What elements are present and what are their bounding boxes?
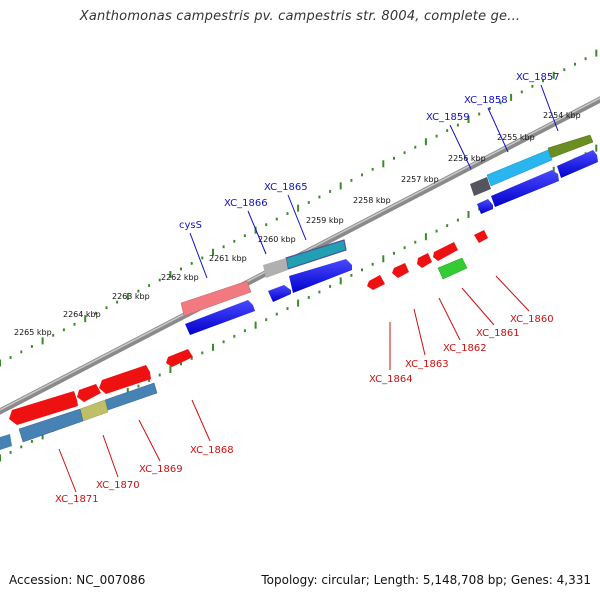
map-title: Xanthomonas campestris pv. campestris st… <box>79 9 521 24</box>
accession-text: Accession: NC_007086 <box>9 573 146 587</box>
topology-summary: Topology: circular; Length: 5,148,708 bp… <box>261 573 591 587</box>
scale-label: 2260 kbp <box>258 235 296 244</box>
gene-arrow[interactable] <box>433 242 458 261</box>
scale-label: 2259 kbp <box>306 216 344 225</box>
gene-arrow[interactable] <box>268 285 291 302</box>
gene-arrow[interactable] <box>99 365 151 394</box>
gene-arrow[interactable] <box>9 391 78 425</box>
gene-arrow[interactable] <box>557 150 598 178</box>
leader-line <box>461 287 495 326</box>
leader-line <box>413 308 426 356</box>
gene-label-XC_1870[interactable]: XC_1870 <box>96 480 140 491</box>
scale-label: 2264 kbp <box>63 310 101 319</box>
gene-label-XC_1863[interactable]: XC_1863 <box>405 359 449 370</box>
scale-label: 2261 kbp <box>209 254 247 263</box>
gene-label-XC_1865[interactable]: XC_1865 <box>264 182 308 193</box>
leader-line <box>287 194 307 241</box>
gene-cysS[interactable] <box>180 280 252 317</box>
scale-label: 2255 kbp <box>497 133 535 142</box>
leader-line <box>247 210 267 255</box>
scale-label: 2265 kbp <box>14 328 52 337</box>
gene-arrow[interactable] <box>477 199 493 214</box>
gene-label-cysS[interactable]: cysS <box>179 220 202 231</box>
leader-line <box>58 448 77 493</box>
gene-label-XC_1868[interactable]: XC_1868 <box>190 445 234 456</box>
gene-XC_1859[interactable] <box>470 177 491 196</box>
gene-label-XC_1860[interactable]: XC_1860 <box>510 314 554 325</box>
gene-arrow[interactable] <box>289 259 352 293</box>
gene-arrow[interactable] <box>474 230 488 243</box>
gene-block[interactable] <box>79 399 109 422</box>
scale-label: 2263 kbp <box>112 292 150 301</box>
leader-line <box>540 84 559 132</box>
scale-label: 2254 kbp <box>543 111 581 120</box>
gene-arrow[interactable] <box>491 170 559 207</box>
gene-arrow[interactable] <box>166 349 193 367</box>
gene-block[interactable] <box>18 408 84 443</box>
leader-line <box>487 107 509 153</box>
gene-label-XC_1866[interactable]: XC_1866 <box>224 198 268 209</box>
gene-arrow[interactable] <box>367 275 385 290</box>
gene-arrow[interactable] <box>185 300 255 335</box>
leader-line <box>138 419 161 462</box>
gene-label-XC_1869[interactable]: XC_1869 <box>139 464 183 475</box>
gene-label-XC_1862[interactable]: XC_1862 <box>443 343 487 354</box>
leader-line <box>449 124 472 170</box>
gene-XC_1861-block[interactable] <box>437 257 468 280</box>
gene-block[interactable] <box>0 434 12 450</box>
leader-line <box>189 232 208 279</box>
gene-label-XC_1858[interactable]: XC_1858 <box>464 95 508 106</box>
scale-label: 2257 kbp <box>401 175 439 184</box>
gene-block[interactable] <box>104 382 158 411</box>
gene-label-XC_1864[interactable]: XC_1864 <box>369 374 413 385</box>
gene-label-XC_1861[interactable]: XC_1861 <box>476 328 520 339</box>
gene-arrow[interactable] <box>77 384 101 402</box>
gene-label-XC_1857[interactable]: XC_1857 <box>516 72 560 83</box>
scale-label: 2256 kbp <box>448 154 486 163</box>
gene-arrow[interactable] <box>417 253 432 268</box>
gene-XC_1865[interactable] <box>285 239 347 270</box>
gene-arrow[interactable] <box>392 263 409 278</box>
scale-label: 2258 kbp <box>353 196 391 205</box>
leader-line <box>102 434 119 478</box>
leader-line <box>438 297 461 341</box>
gene-XC_1858[interactable] <box>486 149 553 187</box>
gene-XC_1866[interactable] <box>263 258 288 278</box>
leader-line <box>191 399 211 442</box>
gene-label-XC_1871[interactable]: XC_1871 <box>55 494 99 505</box>
gene-label-XC_1859[interactable]: XC_1859 <box>426 112 470 123</box>
scale-label: 2262 kbp <box>161 273 199 282</box>
leader-line <box>495 275 530 312</box>
